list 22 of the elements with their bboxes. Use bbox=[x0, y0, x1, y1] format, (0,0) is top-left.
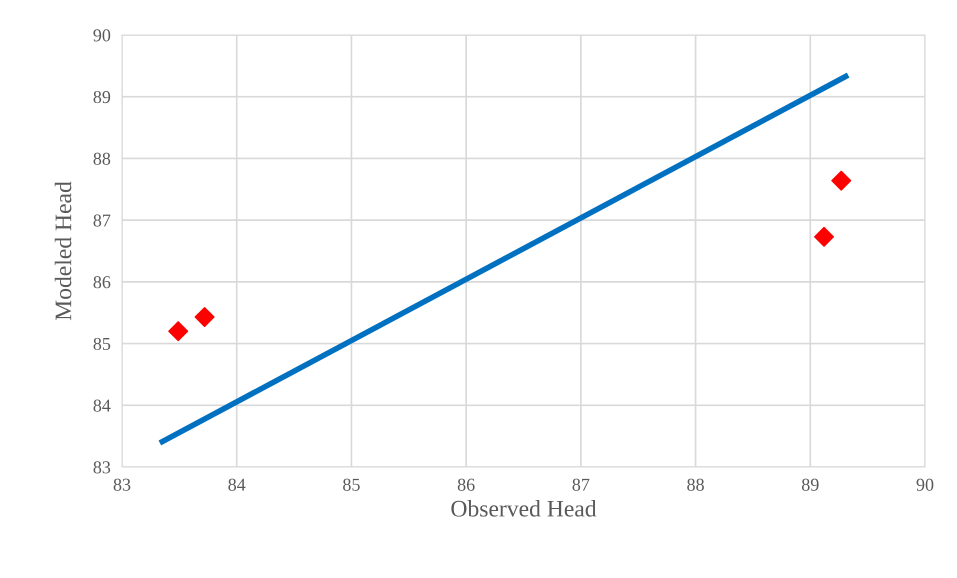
x-tick-label: 84 bbox=[228, 478, 246, 491]
x-tick-label: 83 bbox=[114, 478, 130, 491]
y-tick-label: 83 bbox=[94, 461, 110, 474]
y-axis-title: Modeled Head bbox=[54, 181, 72, 320]
y-tick-label: 89 bbox=[94, 90, 110, 104]
y-tick-label: 90 bbox=[93, 29, 110, 42]
y-tick-label: 88 bbox=[94, 152, 110, 165]
point bbox=[194, 307, 215, 328]
x-tick-label: 87 bbox=[572, 478, 590, 491]
x-tick-label: 90 bbox=[916, 478, 934, 491]
x-tick-label: 89 bbox=[802, 478, 819, 491]
y-tick-label: 85 bbox=[94, 338, 110, 350]
y-tick-label: 86 bbox=[94, 276, 110, 288]
y-tick-label: 87 bbox=[94, 214, 110, 227]
y-tick-label: 84 bbox=[94, 400, 111, 412]
x-axis-title: Observed Head bbox=[451, 500, 596, 517]
point bbox=[814, 226, 834, 247]
x-tick-label: 86 bbox=[458, 478, 475, 491]
point bbox=[168, 321, 188, 342]
x-tick-label: 88 bbox=[687, 478, 704, 491]
x-tick-label: 85 bbox=[343, 478, 360, 491]
point bbox=[831, 170, 852, 191]
